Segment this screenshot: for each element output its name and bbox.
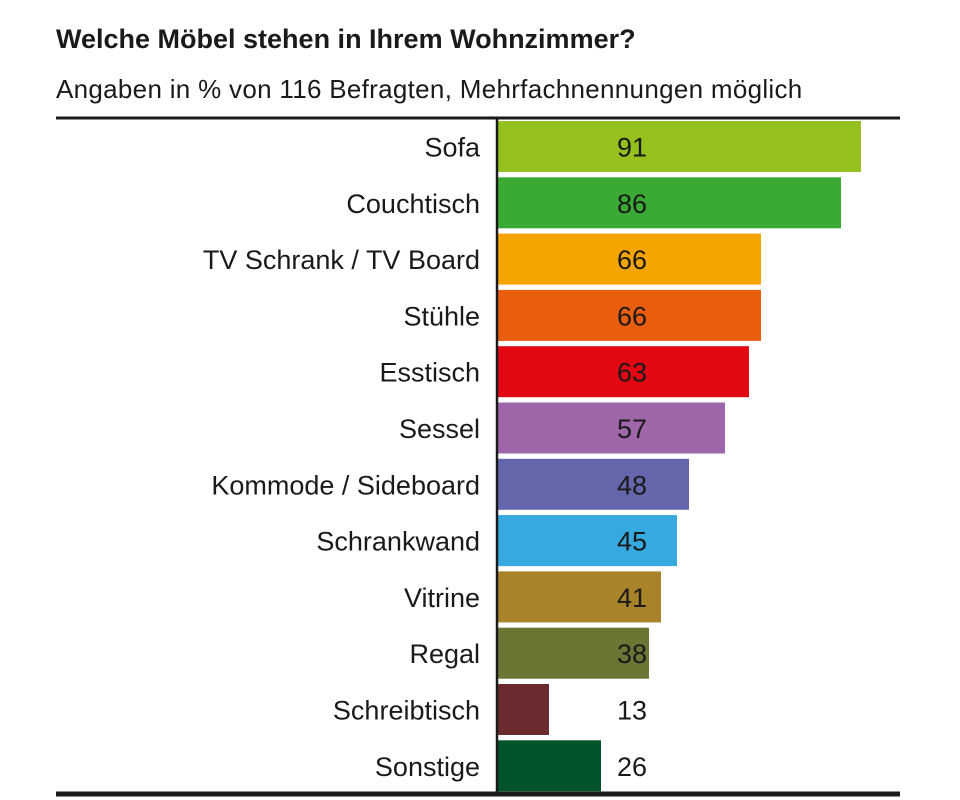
value-label-1: 91 (617, 133, 647, 163)
value-label-5: 63 (617, 358, 647, 388)
bar-2 (497, 177, 841, 229)
bar-3 (497, 233, 761, 285)
chart-title: Welche Möbel stehen in Ihrem Wohnzimmer? (56, 24, 636, 54)
value-label-9: 41 (617, 583, 647, 613)
value-label-11: 13 (617, 696, 647, 726)
bar-12 (497, 740, 601, 792)
bar-8 (497, 515, 677, 567)
value-label-2: 86 (617, 189, 647, 219)
category-label-4: Stühle (403, 301, 480, 331)
category-label-7: Kommode / Sideboard (211, 470, 480, 500)
category-label-11: Schreibtisch (333, 696, 480, 726)
category-label-10: Regal (409, 639, 480, 669)
value-label-12: 26 (617, 752, 647, 782)
bar-9 (497, 571, 661, 623)
bar-6 (497, 402, 725, 454)
bar-10 (497, 627, 649, 679)
category-label-1: Sofa (424, 133, 481, 163)
value-label-8: 45 (617, 527, 647, 557)
bar-4 (497, 289, 761, 341)
value-label-6: 57 (617, 414, 647, 444)
bar-7 (497, 458, 689, 510)
chart-subtitle: Angaben in % von 116 Befragten, Mehrfach… (56, 74, 803, 104)
bar-11 (497, 684, 549, 735)
category-label-5: Esstisch (379, 358, 480, 388)
category-label-6: Sessel (399, 414, 480, 444)
value-label-4: 66 (617, 301, 647, 331)
category-label-2: Couchtisch (346, 189, 480, 219)
value-label-10: 38 (617, 639, 647, 669)
category-label-8: Schrankwand (316, 527, 480, 557)
bar-1 (497, 121, 861, 172)
bar-5 (497, 346, 749, 398)
bars-layer: Sofa 91 Couchtisch 86 TV Schrank / TV Board 6… (203, 121, 861, 792)
value-label-7: 48 (617, 470, 647, 500)
category-label-12: Sonstige (375, 752, 480, 782)
category-label-9: Vitrine (404, 583, 480, 613)
category-label-3: TV Schrank / TV Board (203, 245, 480, 275)
value-label-3: 66 (617, 245, 647, 275)
